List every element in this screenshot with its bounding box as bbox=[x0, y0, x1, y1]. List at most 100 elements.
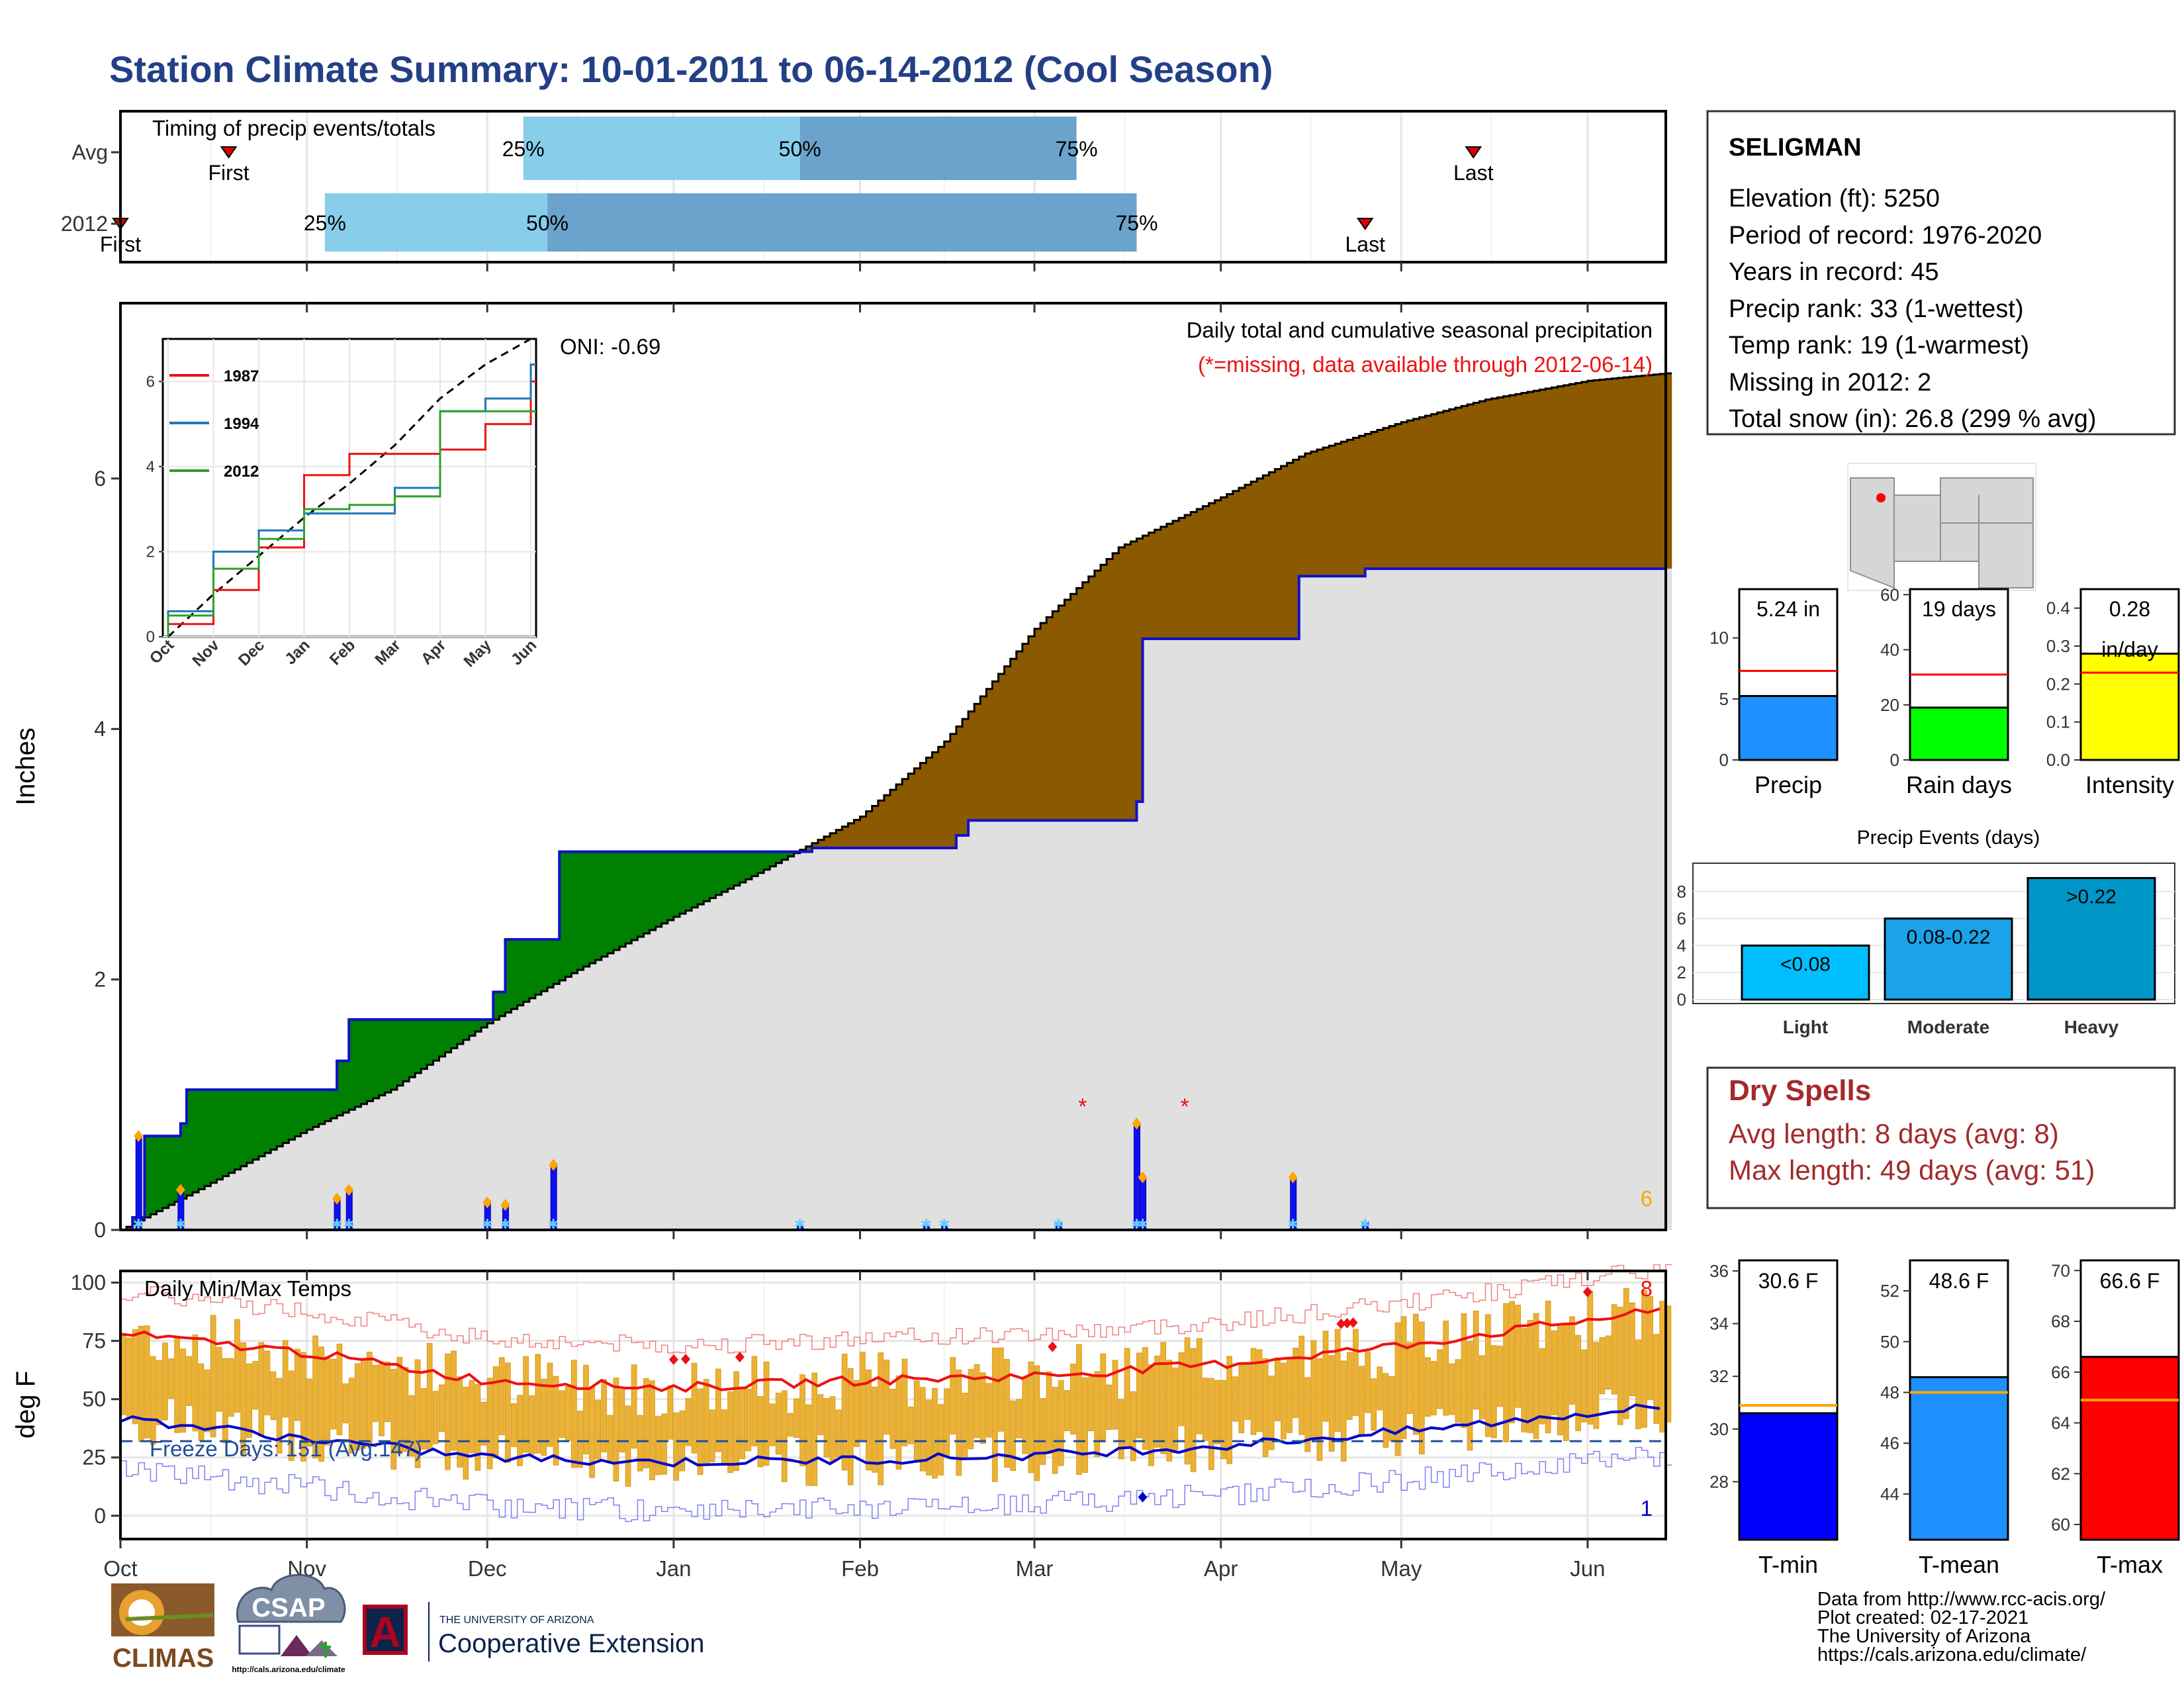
temp-day-bar-214 bbox=[1406, 1342, 1413, 1414]
temp-day-bar-67 bbox=[523, 1356, 529, 1453]
csap-logo-text: CSAP bbox=[251, 1593, 325, 1622]
temp-day-bar-252 bbox=[1635, 1339, 1641, 1430]
station-name: SELIGMAN bbox=[1729, 134, 1862, 162]
temp-summary-ytick-0-2: 32 bbox=[1709, 1366, 1729, 1386]
temp-day-bar-63 bbox=[498, 1357, 505, 1435]
mini-bar-0 bbox=[1738, 694, 1839, 761]
temp-day-bar-224 bbox=[1467, 1340, 1473, 1451]
temp-day-bar-210 bbox=[1383, 1373, 1389, 1448]
temp-day-bar-61 bbox=[486, 1378, 493, 1470]
temp-day-bar-141 bbox=[968, 1369, 974, 1450]
temp-ytick-label-4: 100 bbox=[71, 1271, 106, 1295]
inset-legend-label-1994: 1994 bbox=[224, 415, 259, 433]
temp-day-bar-168 bbox=[1130, 1391, 1136, 1462]
missing-day-marker-1: * bbox=[1181, 1094, 1189, 1119]
daily-snow-marker-13 bbox=[1288, 1171, 1298, 1184]
temp-day-bar-203 bbox=[1340, 1360, 1347, 1462]
month-axis: Oct Nov Dec Jan Feb Mar Apr May Jun bbox=[103, 262, 1605, 1581]
mini-ytick-1-1: 20 bbox=[1880, 695, 1899, 715]
temp-day-bar-218 bbox=[1431, 1361, 1437, 1416]
temp-day-bar-193 bbox=[1281, 1362, 1287, 1440]
temp-day-bar-185 bbox=[1232, 1376, 1239, 1422]
temp-day-bar-24 bbox=[264, 1350, 271, 1416]
events-bar-text-0: <0.08 bbox=[1780, 953, 1831, 975]
temp-day-bar-119 bbox=[835, 1409, 842, 1458]
temp-day-bar-249 bbox=[1617, 1307, 1623, 1425]
temp-lines bbox=[120, 1264, 1672, 1523]
month-label-7: May bbox=[1381, 1556, 1422, 1581]
timing-label-25-1: 25% bbox=[304, 211, 346, 235]
daily-snow-marker-0 bbox=[134, 1130, 144, 1143]
temp-day-bar-91 bbox=[667, 1385, 674, 1440]
temp-day-bar-245 bbox=[1593, 1342, 1600, 1429]
timing-title: Timing of precip events/totals bbox=[152, 116, 435, 140]
inset-avg-line bbox=[167, 338, 531, 638]
temp-day-bar-230 bbox=[1503, 1303, 1509, 1442]
daily-snow-flake-6: ✱ bbox=[548, 1217, 559, 1232]
temp-day-bar-160 bbox=[1082, 1377, 1088, 1473]
month-label-2: Dec bbox=[468, 1556, 507, 1581]
temp-day-bar-4 bbox=[144, 1325, 150, 1438]
timing-frame bbox=[119, 110, 1667, 263]
temp-day-bar-144 bbox=[985, 1383, 992, 1438]
temp-day-bar-123 bbox=[860, 1352, 866, 1440]
inset-legend-label-2012: 2012 bbox=[224, 463, 259, 481]
precip-y-ticks: 0 2 4 6 bbox=[94, 467, 120, 1242]
temp-y-label: deg F bbox=[11, 1371, 40, 1438]
month-label-5: Mar bbox=[1016, 1556, 1054, 1581]
events-bar-light bbox=[1741, 944, 1870, 1001]
temp-day-bar-80 bbox=[601, 1379, 608, 1453]
temp-day-bar-6 bbox=[156, 1360, 162, 1425]
temp-day-bar-132 bbox=[913, 1380, 920, 1462]
temp-day-bar-23 bbox=[258, 1342, 265, 1437]
temp-daily-bars bbox=[120, 1288, 1672, 1487]
temp-day-bar-92 bbox=[673, 1412, 680, 1481]
csap-logo: CSAP http://cals.arizona.edu/climate bbox=[232, 1573, 346, 1674]
temp-day-bar-238 bbox=[1551, 1330, 1557, 1415]
mini-ytick-2-4: 0.4 bbox=[2046, 598, 2070, 618]
temp-day-bar-135 bbox=[932, 1387, 938, 1479]
info-temp-rank: Temp rank: 19 (1-warmest) bbox=[1729, 332, 2029, 359]
mini-ytick-2-3: 0.3 bbox=[2046, 636, 2070, 656]
temp-day-bar-240 bbox=[1563, 1324, 1569, 1441]
temp-day-bar-110 bbox=[781, 1390, 788, 1482]
mini-value2-2: in/day bbox=[2101, 637, 2158, 661]
temp-day-bar-176 bbox=[1178, 1352, 1185, 1427]
temp-day-bar-19 bbox=[234, 1319, 240, 1413]
daily-snow-flake-0: ✱ bbox=[133, 1217, 144, 1232]
temp-day-bar-125 bbox=[872, 1386, 878, 1473]
temp-day-bar-213 bbox=[1400, 1316, 1407, 1439]
events-xlabel-2: Heavy bbox=[2064, 1017, 2119, 1037]
temp-day-bar-236 bbox=[1539, 1348, 1545, 1425]
daily-snow-flake-2: ✱ bbox=[332, 1217, 343, 1232]
mini-ytick-1-3: 60 bbox=[1880, 585, 1899, 604]
daily-snow-marker-2 bbox=[332, 1192, 342, 1205]
temp-summary-ytick-2-0: 60 bbox=[2051, 1515, 2070, 1534]
daily-snow-marker-1 bbox=[175, 1184, 185, 1196]
events-bar-text-2: >0.22 bbox=[2066, 886, 2116, 908]
temp-day-bar-153 bbox=[1040, 1398, 1046, 1465]
temp-day-bar-44 bbox=[385, 1361, 390, 1423]
info-years: Years in record: 45 bbox=[1729, 258, 1939, 286]
temp-day-bar-109 bbox=[775, 1392, 782, 1455]
page-title: Station Climate Summary: 10-01-2011 to 0… bbox=[109, 48, 1273, 90]
temp-day-bar-205 bbox=[1353, 1329, 1359, 1417]
temp-ytick-label-1: 25 bbox=[82, 1446, 106, 1470]
month-label-8: Jun bbox=[1570, 1556, 1605, 1581]
temp-day-bar-37 bbox=[342, 1383, 349, 1424]
temp-summary-bar-1 bbox=[1909, 1376, 2009, 1541]
mini-ytick-0-0: 0 bbox=[1719, 750, 1729, 770]
temp-day-bar-54 bbox=[445, 1353, 451, 1470]
temp-day-bar-129 bbox=[895, 1375, 902, 1470]
temp-day-bar-50 bbox=[420, 1387, 427, 1450]
temp-day-bar-101 bbox=[727, 1391, 733, 1474]
temp-day-bar-55 bbox=[451, 1350, 457, 1451]
temp-day-bar-97 bbox=[703, 1379, 709, 1466]
ua-logo-small: THE UNIVERSITY OF ARIZONA bbox=[439, 1615, 594, 1626]
daily-snow-flake-1: ✱ bbox=[175, 1217, 186, 1232]
inset-ytick-2: 4 bbox=[146, 458, 155, 476]
temp-day-bar-191 bbox=[1268, 1376, 1275, 1450]
temp-day-bar-3 bbox=[138, 1325, 144, 1442]
temp-day-bar-181 bbox=[1208, 1378, 1214, 1470]
temp-day-bar-140 bbox=[962, 1392, 968, 1458]
